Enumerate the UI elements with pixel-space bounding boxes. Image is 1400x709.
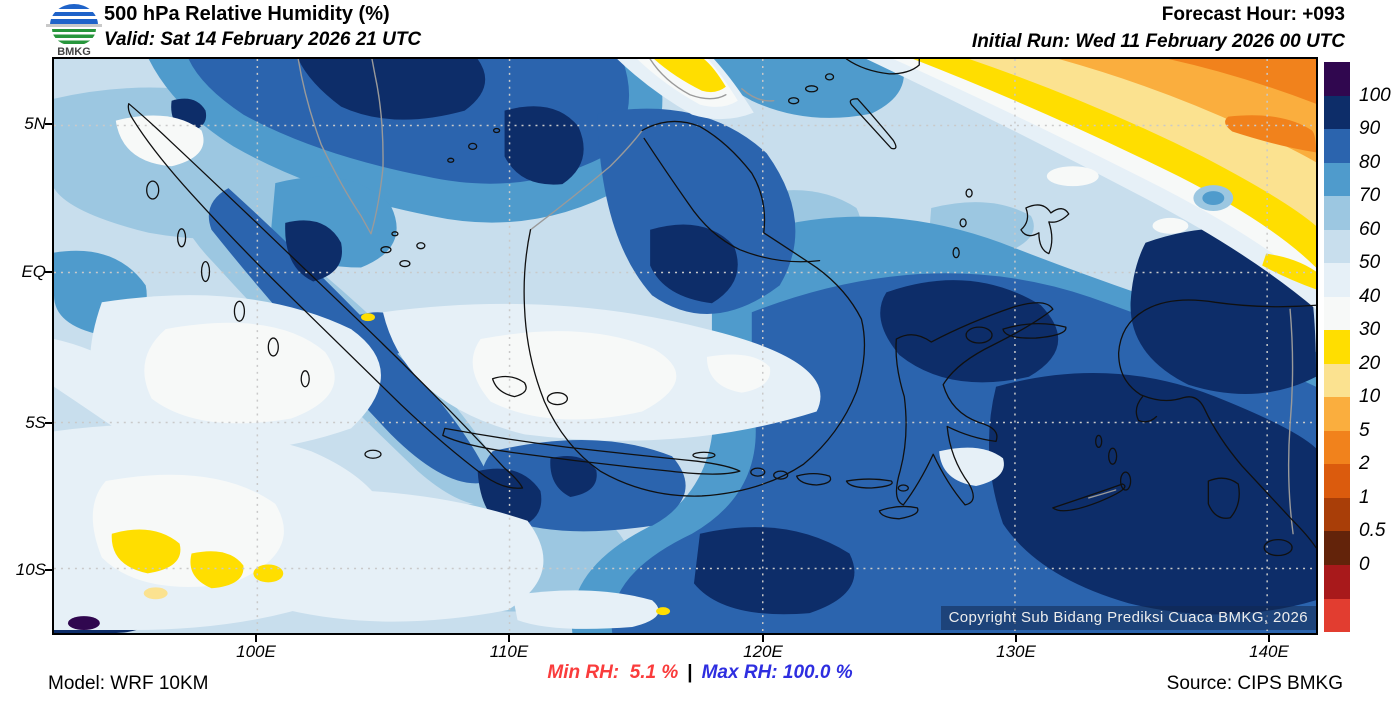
colorbar-segment: [1324, 229, 1350, 264]
colorbar-segment: [1324, 330, 1350, 364]
colorbar-label: 0: [1359, 554, 1370, 575]
sulawesi-coast: [895, 302, 1054, 506]
lon-label-140e: 140E: [1249, 642, 1289, 661]
lon-label-110e: 110E: [489, 642, 529, 661]
source-label: Source: CIPS BMKG: [1166, 673, 1343, 694]
colorbar-segment: [1324, 196, 1350, 230]
colorbar-segment: [1324, 363, 1350, 398]
java-coast: [442, 427, 741, 475]
axis-tick: [45, 569, 52, 571]
coastlines: [127, 59, 1316, 557]
colorbar-label: 2: [1359, 453, 1370, 474]
colorbar-segment: [1324, 497, 1350, 532]
papua-coast: [1117, 299, 1316, 549]
logo-text: BMKG: [57, 46, 91, 57]
header-right: Forecast Hour: +093 Initial Run: Wed 11 …: [972, 4, 1345, 53]
colorbar-segment: [1324, 531, 1350, 565]
rh-separator: |: [687, 662, 693, 683]
lat-lon-gridlines: [54, 59, 1316, 633]
colorbar-label: 1: [1359, 487, 1370, 508]
colorbar-label: 70: [1359, 185, 1381, 206]
lat-label-eq: EQ: [21, 262, 46, 281]
lon-label-100e: 100E: [236, 642, 276, 661]
logo-sea: [52, 29, 96, 46]
colorbar-label: 40: [1359, 286, 1381, 307]
colorbar-label: 60: [1359, 219, 1381, 240]
axis-tick: [45, 271, 52, 273]
political-borders-gray: [297, 59, 1294, 535]
forecast-hour: Forecast Hour: +093: [1161, 4, 1345, 25]
colorbar-label: 0.5: [1359, 520, 1386, 541]
axis-tick: [1015, 635, 1017, 642]
axis-tick: [255, 635, 257, 642]
colorbar-segment: [1324, 263, 1350, 297]
colorbar-label: 30: [1359, 319, 1381, 340]
page-title: 500 hPa Relative Humidity (%): [104, 3, 390, 25]
colorbar-segment: [1324, 598, 1350, 633]
colorbar-segment: [1324, 162, 1350, 197]
rh-extremes: Min RH: 5.1 % | Max RH: 100.0 %: [547, 662, 852, 684]
axis-tick: [45, 422, 52, 424]
colorbar-segment: [1324, 430, 1350, 465]
humidity-contour-map: [54, 59, 1316, 633]
max-rh-label: Max RH: 100.0 %: [701, 662, 853, 683]
lon-label-120e: 120E: [743, 642, 783, 661]
colorbar-segment: [1324, 129, 1350, 163]
lon-label-130e: 130E: [996, 642, 1036, 661]
model-label: Model: WRF 10KM: [48, 673, 209, 694]
lat-label-5s: 5S: [25, 413, 46, 432]
colorbar-label: 80: [1359, 152, 1381, 173]
colorbar-segment: [1324, 62, 1350, 96]
colorbar-label: 50: [1359, 252, 1381, 273]
bmkg-logo: BMKG: [46, 4, 102, 57]
lat-label-5n: 5N: [24, 114, 46, 133]
map-area: Copyright Sub Bidang Prediksi Cuaca BMKG…: [52, 57, 1318, 635]
colorbar-label: 5: [1359, 420, 1370, 441]
colorbar-label: 100: [1359, 85, 1391, 106]
colorbar-label: 20: [1359, 353, 1381, 374]
axis-tick: [508, 635, 510, 642]
colorbar-segment: [1324, 95, 1350, 130]
colorbar: [1324, 62, 1350, 633]
borneo-coast: [523, 120, 866, 497]
lat-label-10s: 10S: [15, 560, 46, 579]
colorbar-segment: [1324, 296, 1350, 331]
colorbar-segment: [1324, 464, 1350, 498]
map-frame: Copyright Sub Bidang Prediksi Cuaca BMKG…: [52, 57, 1318, 635]
sumatra-coast: [127, 103, 524, 489]
axis-tick: [45, 123, 52, 125]
min-rh-label: Min RH: 5.1 %: [547, 662, 679, 683]
contour-fills: [54, 59, 1316, 633]
axis-tick: [1268, 635, 1270, 642]
colorbar-segment: [1324, 564, 1350, 599]
colorbar-label: 90: [1359, 118, 1381, 139]
logo-sky: [50, 4, 98, 25]
colorbar-label: 10: [1359, 386, 1381, 407]
colorbar-segment: [1324, 397, 1350, 431]
valid-time: Valid: Sat 14 February 2026 21 UTC: [104, 29, 422, 50]
axis-tick: [762, 635, 764, 642]
initial-run: Initial Run: Wed 11 February 2026 00 UTC: [971, 31, 1345, 52]
copyright-overlay: Copyright Sub Bidang Prediksi Cuaca BMKG…: [940, 606, 1316, 630]
